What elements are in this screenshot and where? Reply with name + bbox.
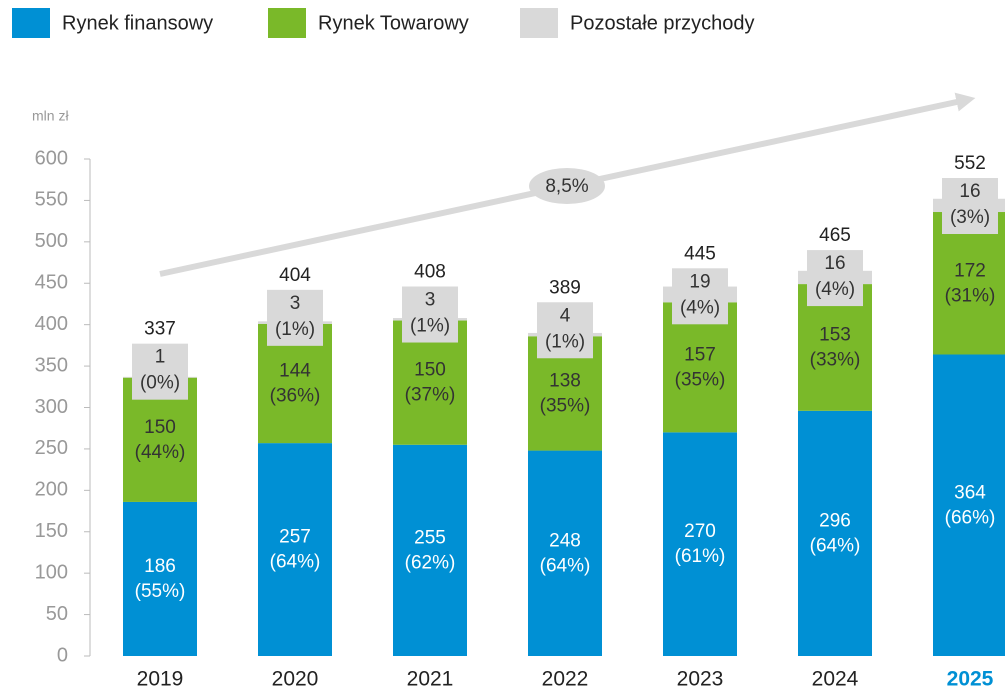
value-label: 16: [824, 253, 845, 274]
value-label: 19: [689, 271, 710, 292]
share-label: (64%): [810, 535, 861, 556]
label-box: [807, 250, 863, 307]
value-label: 3: [425, 290, 436, 311]
share-label: (3%): [950, 207, 990, 228]
total-label: 404: [279, 265, 311, 286]
y-tick-label: 250: [35, 437, 68, 459]
label-box: [942, 178, 998, 235]
share-label: (1%): [275, 319, 315, 340]
y-tick-label: 600: [35, 147, 68, 169]
value-label: 150: [414, 360, 446, 381]
label-box: [132, 343, 188, 400]
value-label: 153: [819, 324, 851, 345]
bar-segment: [663, 432, 737, 656]
value-label: 248: [549, 530, 581, 551]
share-label: (4%): [815, 279, 855, 300]
annotation: 8,5%: [545, 176, 588, 197]
bar-segment: [933, 354, 1005, 656]
total-label: 445: [684, 243, 716, 264]
share-label: (35%): [540, 395, 591, 416]
y-tick-label: 100: [35, 561, 68, 583]
share-label: (61%): [675, 546, 726, 567]
share-label: (64%): [540, 555, 591, 576]
x-tick-label: 2023: [677, 668, 724, 691]
x-tick-label: 2020: [272, 668, 319, 691]
label-box: [402, 286, 458, 343]
value-label: 296: [819, 510, 851, 531]
share-label: (33%): [810, 349, 861, 370]
y-axis-label: mln zł: [32, 108, 69, 124]
y-tick-label: 350: [35, 354, 68, 376]
y-tick-label: 50: [46, 603, 68, 625]
value-label: 3: [290, 293, 301, 314]
share-label: (55%): [135, 581, 186, 602]
share-label: (62%): [405, 552, 456, 573]
value-label: 172: [954, 260, 986, 281]
bar-segment: [798, 410, 872, 656]
share-label: (64%): [270, 552, 321, 573]
y-tick-label: 300: [35, 396, 68, 418]
legend-swatch: [268, 8, 306, 38]
value-label: 364: [954, 482, 986, 503]
value-label: 255: [414, 527, 446, 548]
share-label: (1%): [410, 316, 450, 337]
bar-segment: [933, 212, 1005, 355]
x-tick-label: 2019: [137, 668, 184, 691]
share-label: (1%): [545, 331, 585, 352]
share-label: (44%): [135, 442, 186, 463]
share-label: (37%): [405, 385, 456, 406]
legend-label: Rynek Towarowy: [318, 12, 469, 34]
y-tick-label: 150: [35, 520, 68, 542]
value-label: 270: [684, 521, 716, 542]
value-label: 157: [684, 344, 716, 365]
x-tick-label: 2025: [947, 668, 994, 691]
share-label: (0%): [140, 373, 180, 394]
legend-label: Rynek finansowy: [62, 12, 213, 34]
value-label: 16: [959, 181, 980, 202]
x-tick-label: 2024: [812, 668, 859, 691]
value-label: 186: [144, 556, 176, 577]
y-tick-label: 400: [35, 313, 68, 335]
share-label: (35%): [675, 369, 726, 390]
total-label: 552: [954, 153, 986, 174]
label-box: [672, 268, 728, 325]
total-label: 465: [819, 225, 851, 246]
x-tick-label: 2021: [407, 668, 454, 691]
label-box: [267, 289, 323, 346]
bar-segment: [123, 501, 197, 656]
y-tick-label: 550: [35, 189, 68, 211]
value-label: 138: [549, 370, 581, 391]
y-tick-label: 450: [35, 272, 68, 294]
total-label: 337: [144, 319, 176, 340]
annotation-bubble: [529, 168, 605, 204]
legend-label: Pozostałe przychody: [570, 12, 755, 34]
share-label: (36%): [270, 385, 321, 406]
legend-swatch: [520, 8, 558, 38]
value-label: 4: [560, 305, 571, 326]
share-label: (66%): [945, 507, 996, 528]
legend-swatch: [12, 8, 50, 38]
bar-segment: [258, 443, 332, 656]
value-label: 150: [144, 417, 176, 438]
bar-segment: [528, 450, 602, 656]
total-label: 389: [549, 277, 581, 298]
y-tick-label: 0: [57, 644, 68, 666]
share-label: (31%): [945, 285, 996, 306]
value-label: 144: [279, 360, 311, 381]
y-tick-label: 200: [35, 479, 68, 501]
x-tick-label: 2022: [542, 668, 589, 691]
value-label: 257: [279, 527, 311, 548]
value-label: 1: [155, 347, 166, 368]
label-box: [537, 302, 593, 359]
total-label: 408: [414, 262, 446, 283]
share-label: (4%): [680, 297, 720, 318]
bar-segment: [393, 444, 467, 656]
y-tick-label: 500: [35, 230, 68, 252]
